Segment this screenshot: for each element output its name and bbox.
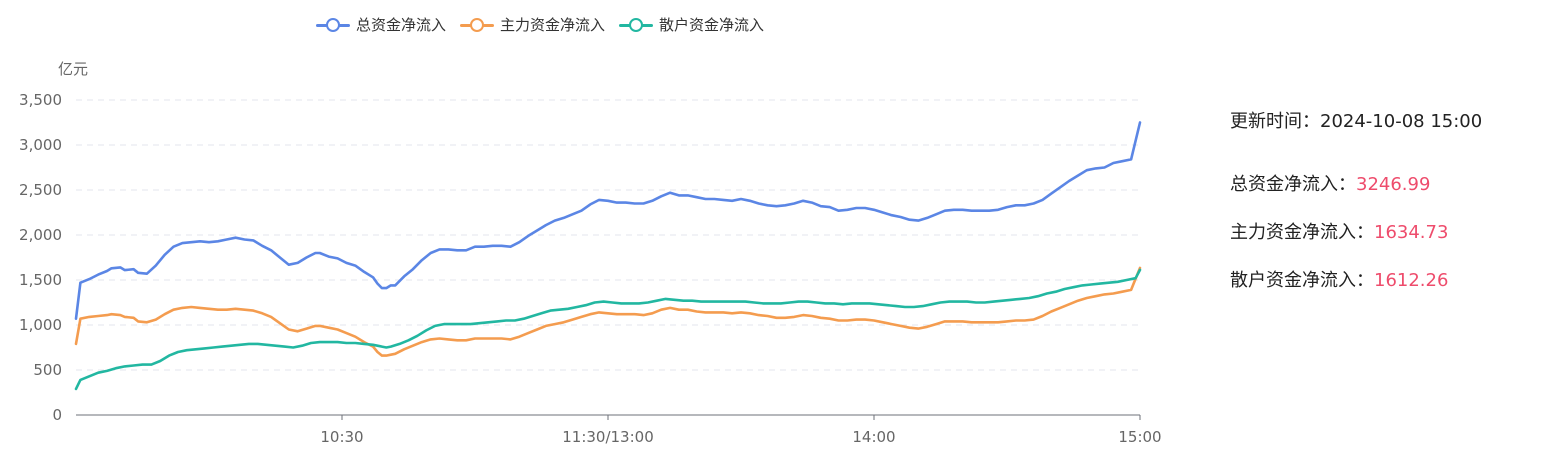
x-tick-label: 15:00 <box>1118 428 1161 446</box>
retail-inflow-label: 散户资金净流入： <box>1230 270 1374 291</box>
total-inflow-value: 3246.99 <box>1356 174 1431 195</box>
y-tick-label: 0 <box>52 406 62 424</box>
main-inflow-value: 1634.73 <box>1374 222 1449 243</box>
total-inflow-label: 总资金净流入： <box>1230 174 1356 195</box>
y-tick-label: 3,000 <box>19 136 62 154</box>
main-inflow-row: 主力资金净流入：1634.73 <box>1230 218 1448 244</box>
series-line-main <box>74 266 1142 357</box>
y-axis-unit: 亿元 <box>58 60 89 78</box>
y-tick-label: 2,500 <box>19 181 62 199</box>
y-tick-label: 3,500 <box>19 91 62 109</box>
y-tick-label: 500 <box>33 361 62 379</box>
retail-inflow-row: 散户资金净流入：1612.26 <box>1230 266 1448 292</box>
y-tick-label: 1,500 <box>19 271 62 289</box>
legend-label-main: 主力资金净流入 <box>500 16 606 34</box>
update-time-value: 2024-10-08 15:00 <box>1320 111 1483 132</box>
x-tick-label: 11:30/13:00 <box>562 428 654 446</box>
legend-item-total[interactable]: 总资金净流入 <box>316 14 446 35</box>
legend-label-retail: 散户资金净流入 <box>659 16 765 34</box>
series-line-retail <box>74 268 1142 391</box>
update-time-row: 更新时间：2024-10-08 15:00 <box>1230 107 1482 133</box>
legend-marker-retail <box>619 17 654 32</box>
main-inflow-label: 主力资金净流入： <box>1230 222 1374 243</box>
legend-item-retail[interactable]: 散户资金净流入 <box>619 14 764 35</box>
legend-marker-main <box>460 17 495 32</box>
legend-item-main[interactable]: 主力资金净流入 <box>460 14 605 35</box>
x-tick-label: 14:00 <box>852 428 895 446</box>
y-tick-label: 1,000 <box>19 316 62 334</box>
series-line-total <box>74 121 1142 320</box>
update-time-label: 更新时间： <box>1230 111 1320 132</box>
total-inflow-row: 总资金净流入：3246.99 <box>1230 170 1430 196</box>
legend-label-total: 总资金净流入 <box>356 16 447 34</box>
legend-marker-total <box>316 17 350 32</box>
x-tick-label: 10:30 <box>320 428 363 446</box>
y-tick-label: 2,000 <box>19 226 62 244</box>
retail-inflow-value: 1612.26 <box>1374 270 1449 291</box>
chart-legend: 总资金净流入 主力资金净流入 散户资金净流入 <box>316 14 778 35</box>
